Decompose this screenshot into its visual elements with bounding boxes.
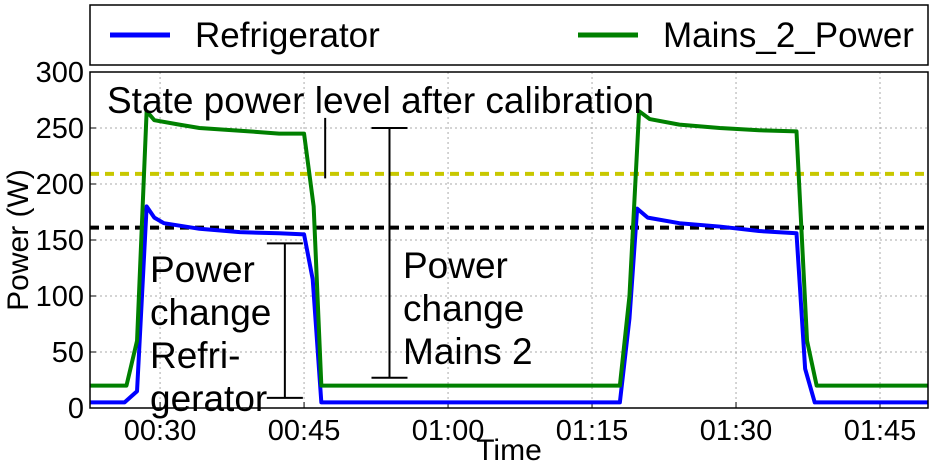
x-axis-label: Time (476, 434, 542, 467)
y-axis-label: Power (W) (2, 169, 35, 311)
annotation: change (403, 288, 524, 329)
annotation: gerator (150, 378, 267, 419)
y-tick-label: 100 (36, 281, 84, 313)
bracket (371, 127, 408, 379)
y-tick-label: 50 (52, 337, 84, 369)
legend-box (89, 4, 929, 66)
y-tick-label: 300 (36, 57, 84, 89)
legend-label: Mains_2_Power (663, 16, 914, 55)
y-tick-label: 150 (36, 225, 84, 257)
x-tick-label: 01:15 (556, 415, 629, 447)
y-tick-label: 250 (36, 113, 84, 145)
plot-frame (89, 71, 929, 409)
annotation: Power (150, 249, 255, 290)
annotation: change (150, 292, 271, 333)
annotation: Power (403, 245, 508, 286)
annotation: State power level after calibration (107, 80, 654, 121)
annotation: Mains 2 (403, 331, 533, 372)
x-tick-label: 00:30 (124, 415, 197, 447)
x-tick-label: 01:00 (412, 415, 485, 447)
y-tick-label: 200 (36, 169, 84, 201)
series-line (90, 109, 928, 388)
x-tick-label: 00:45 (268, 415, 341, 447)
legend-label: Refrigerator (195, 16, 380, 55)
annotation: Refri- (150, 335, 240, 376)
bracket (266, 242, 303, 399)
x-tick-label: 01:45 (844, 415, 917, 447)
series-line (90, 204, 928, 405)
y-tick-label: 0 (68, 393, 84, 425)
x-tick-label: 01:30 (700, 415, 773, 447)
